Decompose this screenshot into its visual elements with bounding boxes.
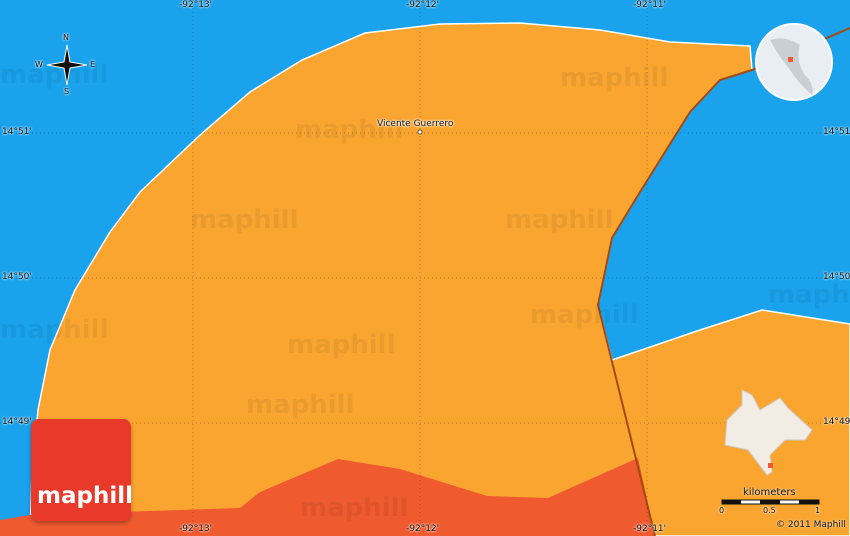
watermark: maphill — [190, 205, 299, 235]
lon-label-bottom: -92°12' — [406, 524, 440, 534]
watermark: maphill — [287, 330, 396, 360]
watermark: maphill — [560, 63, 669, 93]
lon-label-bottom: -92°13' — [179, 524, 213, 534]
scale-tick: 0 — [719, 506, 725, 515]
lat-label-right: 14°50' — [823, 272, 850, 282]
watermark: maphill — [530, 300, 639, 330]
lon-label-top: -92°13' — [179, 0, 213, 10]
watermark: maphill — [505, 205, 614, 235]
compass-w: W — [35, 60, 43, 69]
border-line — [596, 27, 850, 536]
scale-tick: 0.5 — [763, 506, 776, 515]
region-inset — [724, 389, 813, 476]
maphill-logo[interactable]: maphill — [31, 419, 133, 521]
city-marker[interactable] — [417, 129, 423, 135]
logo-text: maphill — [37, 483, 133, 509]
neighbor-area — [0, 458, 655, 536]
copyright: © 2011 Maphill — [776, 520, 846, 530]
watermark: maphill — [0, 315, 109, 345]
watermark: maphill — [0, 60, 109, 90]
compass-rose-icon — [46, 44, 88, 86]
place-label[interactable]: Vicente Guerrero — [377, 119, 454, 129]
compass-n: N — [63, 33, 69, 42]
lat-label-left: 14°50' — [2, 272, 32, 282]
lon-label-top: -92°11' — [633, 0, 667, 10]
lat-label-right: 14°51' — [823, 127, 850, 137]
scale-tick: 1 — [815, 506, 821, 515]
lat-label-right: 14°49' — [823, 417, 850, 427]
watermark: maphill — [768, 280, 850, 310]
watermark: maphill — [295, 115, 404, 145]
lon-label-bottom: -92°11' — [633, 524, 667, 534]
lon-label-top: -92°12' — [406, 0, 440, 10]
globe-icon — [755, 23, 833, 101]
watermark: maphill — [300, 493, 409, 523]
compass-e: E — [90, 60, 96, 69]
lat-label-left: 14°51' — [2, 127, 32, 137]
watermark: maphill — [246, 390, 355, 420]
scale-unit: kilometers — [743, 487, 796, 498]
scale-bar — [721, 499, 820, 505]
compass-s: S — [64, 87, 70, 96]
lat-label-left: 14°49' — [2, 417, 32, 427]
